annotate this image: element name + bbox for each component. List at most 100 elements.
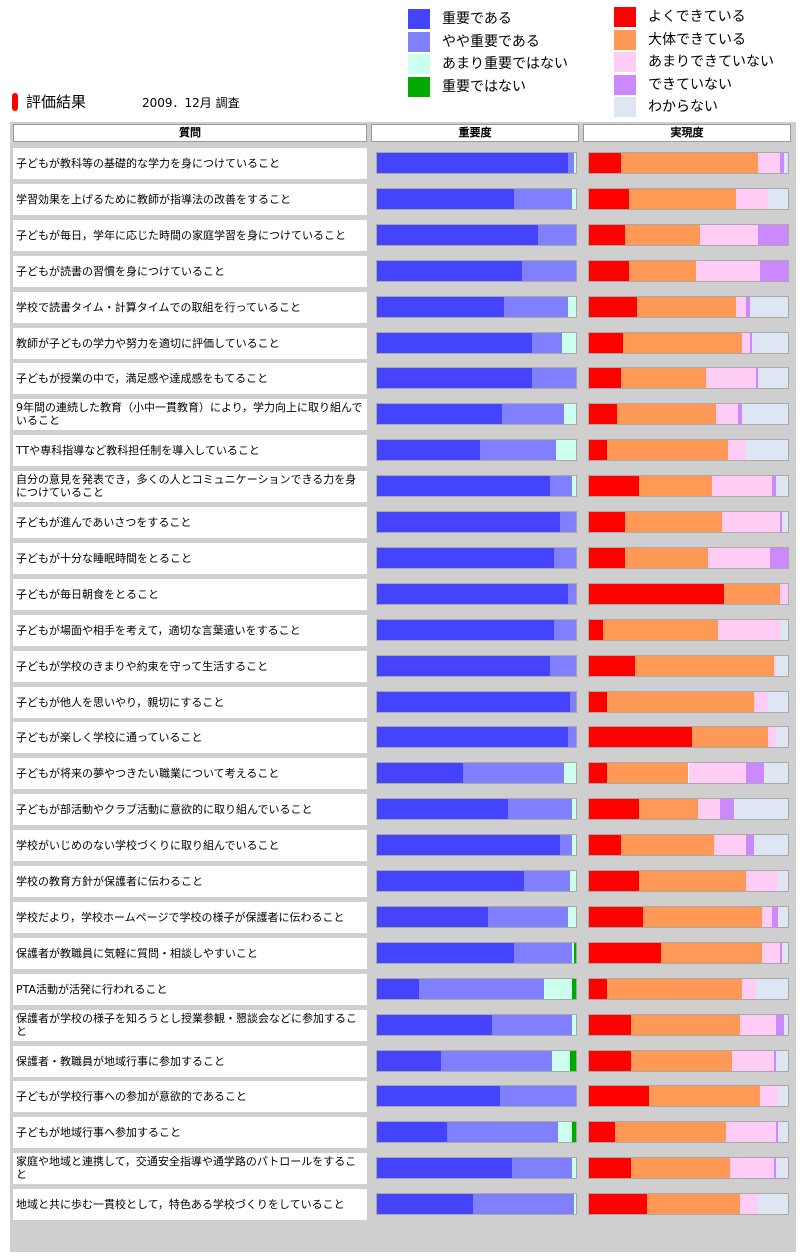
realization-segment: [616, 404, 717, 425]
realization-bar: [588, 654, 789, 677]
importance-segment: [500, 1086, 576, 1107]
legend-label: 重要ではない: [442, 78, 526, 95]
importance-segment: [377, 440, 481, 461]
question-text: 子どもが学校のきまりや約束を守って生活すること: [13, 650, 367, 682]
realization-segment: [606, 763, 689, 784]
realization-segment: [589, 619, 603, 640]
realization-segment: [736, 188, 769, 209]
importance-segment: [440, 1050, 553, 1071]
importance-bar: [376, 403, 577, 426]
realization-segment: [589, 1014, 631, 1035]
realization-segment: [768, 188, 788, 209]
legend-swatch: [614, 74, 636, 95]
realization-segment: [730, 1158, 775, 1179]
realization-segment: [776, 476, 788, 497]
survey-date: 2009．12月 調査: [142, 96, 240, 110]
importance-bar: [376, 834, 577, 857]
legend-label: 重要である: [442, 11, 512, 27]
importance-segment: [574, 942, 576, 963]
importance-segment: [377, 1014, 493, 1035]
legend-label: できていない: [648, 76, 732, 93]
importance-bar: [376, 367, 577, 390]
realization-segment: [708, 547, 771, 568]
importance-segment: [377, 763, 463, 784]
realization-segment: [776, 1050, 788, 1071]
question-text: 家庭や地域と連携して，交通安全指導や通学路のパトロールをすること: [13, 1153, 367, 1185]
importance-segment: [572, 188, 576, 209]
realization-segment: [720, 799, 735, 820]
importance-segment: [377, 978, 419, 999]
realization-segment: [758, 368, 788, 389]
importance-segment: [532, 368, 576, 389]
realization-segment: [589, 224, 625, 245]
importance-segment: [377, 224, 539, 245]
importance-segment: [552, 1050, 571, 1071]
importance-segment: [462, 763, 565, 784]
importance-segment: [572, 1014, 576, 1035]
realization-segment: [624, 224, 701, 245]
importance-bar: [376, 1157, 577, 1180]
realization-segment: [754, 691, 769, 712]
realization-segment: [700, 224, 759, 245]
realization-bar: [588, 152, 789, 174]
realization-segment: [630, 1158, 731, 1179]
importance-bar: [376, 1121, 577, 1144]
realization-segment: [589, 906, 643, 927]
realization-segment: [732, 1050, 775, 1071]
realization-segment: [780, 583, 788, 604]
realization-segment: [646, 1194, 741, 1215]
realization-segment: [762, 906, 773, 927]
importance-bar: [376, 475, 577, 498]
realization-segment: [638, 871, 747, 891]
importance-bar: [376, 870, 577, 892]
realization-bar: [588, 941, 789, 964]
importance-segment: [377, 332, 533, 353]
realization-segment: [774, 1158, 777, 1179]
realization-bar: [588, 1193, 789, 1216]
realization-segment: [742, 978, 757, 999]
importance-segment: [568, 906, 576, 927]
realization-segment: [746, 440, 788, 461]
importance-segment: [377, 1122, 447, 1143]
importance-bar: [376, 152, 577, 174]
importance-segment: [377, 942, 515, 963]
realization-segment: [589, 799, 639, 820]
realization-segment: [696, 260, 761, 281]
realization-segment: [776, 655, 788, 676]
realization-segment: [589, 1122, 615, 1143]
legend-swatch: [408, 9, 430, 29]
question-text: 子どもが部活動やクラブ活動に意欲的に取り組んでいること: [13, 794, 367, 826]
realization-bar: [588, 870, 789, 892]
importance-segment: [377, 296, 505, 317]
question-text: 保護者・教職員が地域行事に参加すること: [13, 1045, 367, 1077]
realization-segment: [642, 906, 763, 927]
importance-bar: [376, 798, 577, 821]
realization-segment: [630, 1050, 733, 1071]
importance-segment: [508, 799, 572, 820]
chart-title: 評価結果: [26, 93, 87, 111]
realization-segment: [706, 368, 757, 389]
importance-segment: [572, 978, 576, 999]
realization-segment: [742, 332, 751, 353]
importance-segment: [377, 619, 555, 640]
importance-segment: [570, 1050, 576, 1071]
realization-segment: [780, 619, 788, 640]
importance-segment: [538, 224, 576, 245]
realization-segment: [746, 871, 779, 891]
importance-bar: [376, 295, 577, 318]
importance-bar: [376, 1013, 577, 1036]
importance-segment: [572, 1158, 576, 1179]
realization-segment: [754, 835, 788, 856]
realization-segment: [764, 763, 788, 784]
realization-segment: [634, 655, 775, 676]
importance-segment: [488, 906, 569, 927]
realization-segment: [778, 1086, 788, 1107]
realization-segment: [589, 440, 607, 461]
realization-segment: [734, 799, 788, 820]
realization-segment: [742, 404, 788, 425]
importance-bar: [376, 331, 577, 354]
importance-segment: [554, 619, 576, 640]
importance-segment: [524, 871, 571, 891]
realization-segment: [589, 153, 621, 173]
question-text: PTA活動が活発に行われること: [13, 973, 367, 1005]
